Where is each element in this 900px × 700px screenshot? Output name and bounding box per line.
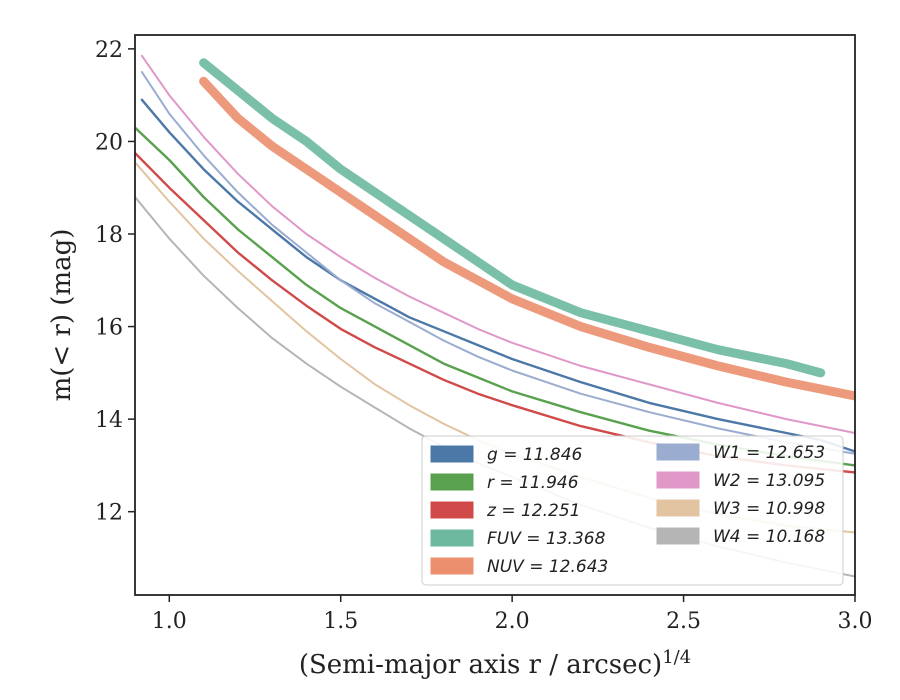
series-line-nuv bbox=[199, 76, 855, 401]
legend-swatch-w4 bbox=[656, 527, 700, 545]
series-line-r bbox=[135, 126, 855, 467]
ticks-layer: 1.0 1.5 2.0 2.5 3.0 12 14 16 18 20 22 bbox=[95, 38, 873, 634]
legend-swatch-r bbox=[430, 473, 474, 491]
legend-swatch-nuv bbox=[430, 557, 474, 575]
y-axis-label: m(< r) (mag) bbox=[47, 229, 77, 402]
legend-label-nuv: NUV = 12.643 bbox=[487, 557, 608, 577]
legend-label-g: g = 11.846 bbox=[487, 445, 583, 465]
legend-swatch-w1 bbox=[656, 443, 700, 461]
legend-swatch-w2 bbox=[656, 471, 700, 489]
y-tick-label: 12 bbox=[95, 501, 123, 526]
y-tick-label: 16 bbox=[95, 316, 123, 341]
series-line-fuv bbox=[199, 58, 826, 378]
legend-swatch-g bbox=[430, 445, 474, 463]
series-layer bbox=[135, 54, 855, 578]
x-tick-label: 2.0 bbox=[495, 609, 530, 634]
legend-label-fuv: FUV = 13.368 bbox=[487, 529, 606, 549]
legend: g = 11.846 r = 11.946 z = 12.251 FUV = 13.3… bbox=[421, 435, 844, 586]
series-line-w2 bbox=[140, 54, 855, 434]
legend-label-w2: W2 = 13.095 bbox=[713, 471, 825, 491]
series-line-w1 bbox=[140, 71, 855, 455]
legend-swatch-fuv bbox=[430, 529, 474, 547]
x-tick-label: 2.5 bbox=[666, 609, 701, 634]
series-line-g bbox=[140, 98, 855, 453]
y-tick-label: 20 bbox=[95, 130, 123, 155]
y-tick-label: 22 bbox=[95, 38, 123, 63]
plot-frame bbox=[134, 34, 856, 596]
x-axis-label: (Semi-major axis r / arcsec)1/4 bbox=[299, 647, 691, 680]
y-tick-label: 14 bbox=[95, 408, 123, 433]
legend-swatch-z bbox=[430, 501, 474, 519]
legend-swatch-w3 bbox=[656, 499, 700, 517]
legend-label-w4: W4 = 10.168 bbox=[713, 527, 825, 547]
y-tick-label: 18 bbox=[95, 223, 123, 248]
x-tick-label: 1.5 bbox=[323, 609, 358, 634]
legend-label-r: r = 11.946 bbox=[487, 473, 579, 493]
legend-label-w1: W1 = 12.653 bbox=[713, 443, 825, 463]
legend-box bbox=[421, 435, 844, 586]
legend-label-w3: W3 = 10.998 bbox=[713, 499, 825, 519]
legend-label-z: z = 12.251 bbox=[486, 501, 580, 521]
x-tick-label: 1.0 bbox=[152, 609, 187, 634]
x-tick-label: 3.0 bbox=[838, 609, 873, 634]
